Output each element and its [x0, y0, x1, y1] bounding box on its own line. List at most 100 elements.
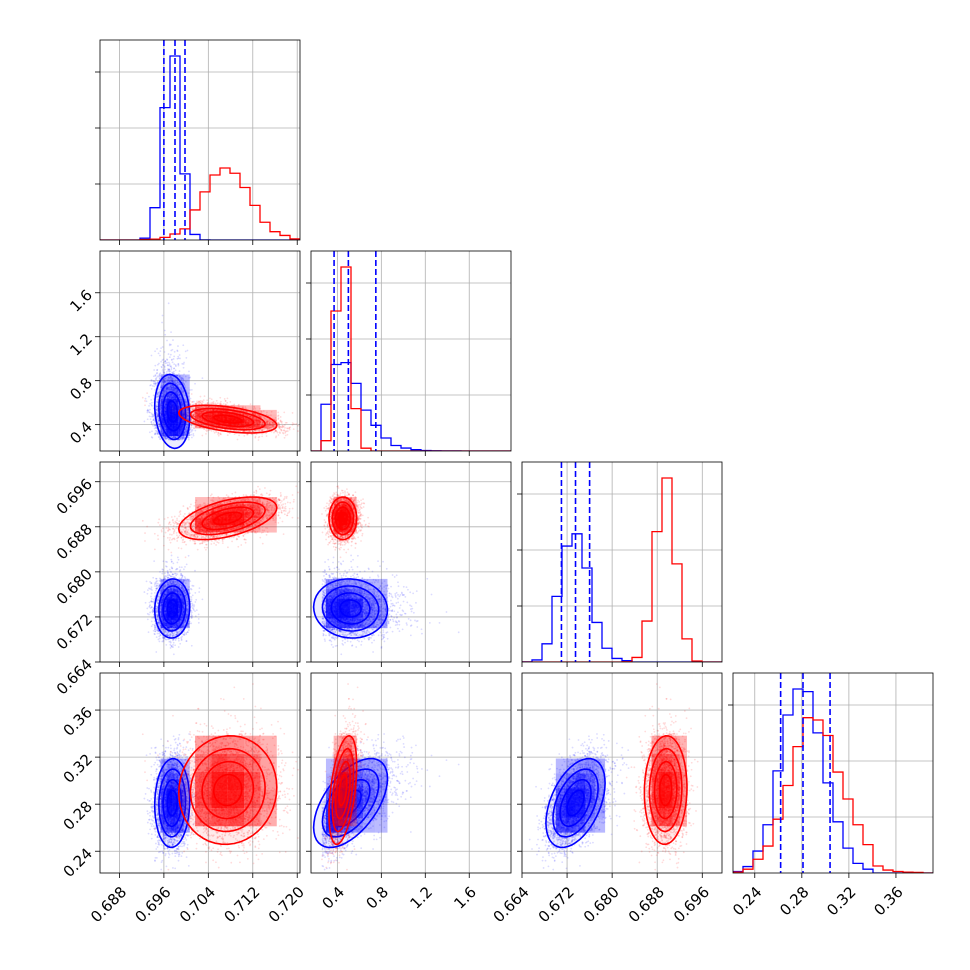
scatter-point [174, 369, 177, 372]
scatter-point [185, 356, 188, 359]
scatter-point [173, 367, 176, 370]
scatter-point [162, 361, 165, 364]
scatter-point [194, 382, 196, 385]
scatter-point [165, 381, 167, 383]
scatter-point [172, 385, 174, 387]
scatter-point [164, 429, 167, 432]
scatter-point [163, 371, 166, 374]
scatter-point [150, 421, 153, 424]
scatter-point [226, 397, 229, 400]
scatter-point [156, 415, 158, 418]
scatter-point [161, 321, 163, 324]
panel-0-0 [95, 39, 301, 245]
scatter-point [160, 347, 162, 350]
scatter-point [215, 399, 218, 402]
scatter-point [166, 394, 169, 397]
scatter-point [186, 409, 189, 412]
scatter-point [174, 364, 177, 366]
scatter-point [169, 392, 172, 395]
scatter-point [177, 345, 179, 347]
scatter-point [178, 375, 181, 378]
scatter-point [212, 400, 215, 403]
scatter-point [172, 367, 175, 370]
scatter-point [171, 371, 173, 374]
scatter-point [190, 426, 193, 429]
scatter-point [205, 433, 207, 435]
scatter-point [177, 438, 180, 441]
scatter-point [174, 435, 177, 438]
scatter-point [150, 403, 153, 406]
scatter-point [169, 370, 172, 373]
scatter-point [160, 375, 163, 378]
scatter-point [151, 401, 153, 404]
scatter-point [154, 382, 157, 385]
scatter-point [168, 364, 171, 367]
scatter-point [166, 339, 168, 342]
scatter-point [157, 392, 160, 394]
scatter-point [201, 377, 204, 380]
scatter-point [154, 374, 157, 376]
scatter-point [186, 349, 189, 352]
scatter-point [173, 373, 176, 375]
scatter-point [155, 408, 158, 411]
scatter-point [189, 376, 192, 379]
scatter-point [166, 395, 169, 398]
scatter-point [168, 343, 171, 346]
scatter-point [181, 362, 184, 365]
scatter-point [170, 366, 173, 369]
scatter-point [183, 383, 186, 386]
scatter-point [149, 411, 151, 414]
scatter-point [154, 380, 156, 383]
scatter-point [144, 397, 147, 400]
scatter-point [169, 353, 172, 356]
scatter-point [171, 377, 174, 380]
scatter-point [151, 430, 153, 433]
scatter-point [182, 344, 185, 347]
scatter-point [159, 437, 161, 440]
scatter-point [168, 380, 171, 382]
scatter-point [190, 424, 193, 427]
scatter-point [150, 415, 153, 418]
scatter-point [183, 432, 186, 435]
scatter-point [154, 424, 157, 427]
plot-area [141, 302, 300, 450]
scatter-point [150, 422, 153, 425]
scatter-point [201, 434, 204, 437]
scatter-point [156, 369, 158, 372]
panel-1-0 [95, 250, 301, 456]
scatter-point [217, 433, 219, 436]
scatter-point [152, 415, 154, 418]
scatter-point [177, 363, 180, 366]
scatter-point [229, 400, 232, 403]
scatter-point [226, 401, 229, 404]
scatter-point [182, 436, 185, 438]
scatter-point [295, 423, 298, 425]
scatter-point [233, 433, 236, 435]
scatter-point [164, 360, 167, 363]
scatter-point [265, 432, 267, 435]
scatter-point [146, 411, 149, 414]
scatter-point [188, 436, 190, 439]
scatter-point [155, 405, 158, 408]
scatter-point [149, 402, 151, 405]
scatter-point [166, 358, 168, 361]
scatter-point [157, 352, 160, 355]
scatter-point [143, 420, 146, 423]
scatter-point [155, 430, 158, 433]
scatter-point [159, 377, 161, 380]
scatter-point [149, 418, 152, 421]
scatter-point [174, 435, 177, 438]
scatter-point [173, 350, 176, 353]
scatter-point [155, 404, 158, 407]
scatter-point [151, 436, 154, 439]
scatter-point [168, 361, 170, 364]
scatter-point [168, 363, 171, 366]
scatter-point [160, 396, 163, 399]
scatter-point [164, 377, 166, 380]
scatter-point [184, 433, 187, 436]
scatter-point [172, 339, 174, 341]
scatter-point [176, 381, 179, 384]
scatter-point [165, 436, 168, 439]
scatter-point [160, 386, 162, 389]
scatter-point [170, 393, 172, 396]
